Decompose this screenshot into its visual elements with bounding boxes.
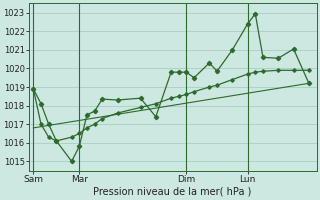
X-axis label: Pression niveau de la mer( hPa ): Pression niveau de la mer( hPa ) bbox=[93, 187, 252, 197]
